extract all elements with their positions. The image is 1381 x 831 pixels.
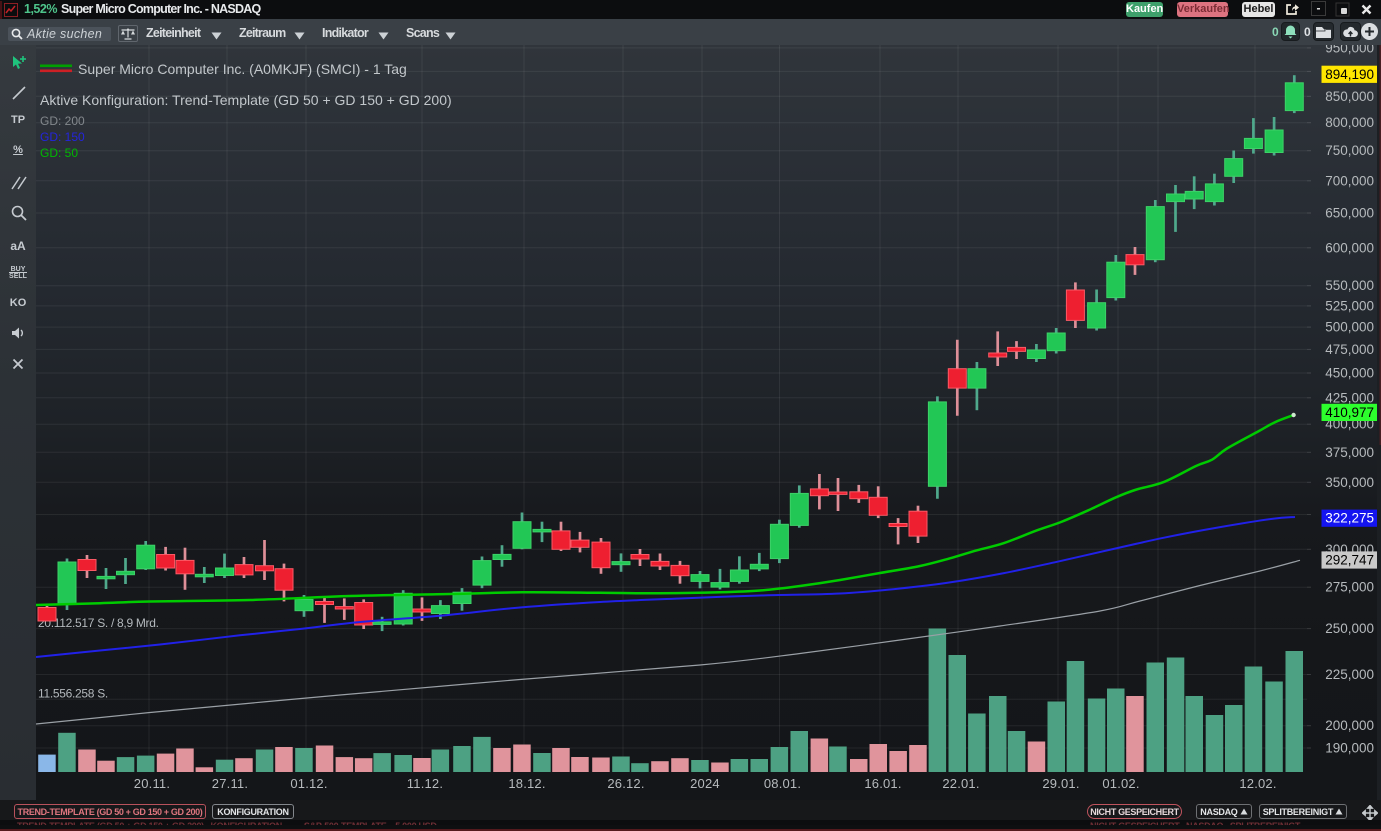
svg-text:190,000: 190,000	[1325, 741, 1374, 756]
svg-text:250,000: 250,000	[1325, 621, 1374, 636]
svg-text:11.12.: 11.12.	[407, 776, 443, 791]
svg-text:29.01.: 29.01.	[1042, 776, 1079, 791]
svg-text:850,000: 850,000	[1325, 89, 1374, 104]
svg-text:20.112.517 S. / 8,9 Mrd.: 20.112.517 S. / 8,9 Mrd.	[38, 616, 159, 630]
svg-text:600,000: 600,000	[1325, 240, 1374, 255]
svg-text:225,000: 225,000	[1325, 667, 1374, 682]
svg-text:01.12.: 01.12.	[290, 776, 327, 791]
svg-text:410,977: 410,977	[1325, 405, 1374, 420]
svg-text:475,000: 475,000	[1325, 342, 1374, 357]
svg-text:200,000: 200,000	[1325, 718, 1374, 733]
svg-text:500,000: 500,000	[1325, 320, 1374, 335]
svg-text:16.01.: 16.01.	[864, 776, 901, 791]
svg-text:375,000: 375,000	[1325, 445, 1374, 460]
svg-text:350,000: 350,000	[1325, 475, 1374, 490]
svg-text:2024: 2024	[690, 776, 720, 791]
svg-text:425,000: 425,000	[1325, 390, 1374, 405]
svg-text:950,000: 950,000	[1325, 45, 1374, 55]
svg-text:550,000: 550,000	[1325, 278, 1374, 293]
svg-text:275,000: 275,000	[1325, 580, 1374, 595]
svg-text:Aktive Konfiguration: Trend-Te: Aktive Konfiguration: Trend-Template (GD…	[40, 92, 452, 108]
svg-text:22.01.: 22.01.	[942, 776, 979, 791]
svg-text:GD: 200: GD: 200	[40, 114, 85, 128]
svg-text:GD: 50: GD: 50	[40, 146, 78, 160]
svg-text:26.12.: 26.12.	[607, 776, 644, 791]
svg-text:08.01.: 08.01.	[764, 776, 801, 791]
svg-text:450,000: 450,000	[1325, 366, 1374, 381]
svg-text:01.02.: 01.02.	[1102, 776, 1139, 791]
svg-text:292,747: 292,747	[1325, 553, 1374, 568]
svg-text:27.11.: 27.11.	[212, 776, 248, 791]
svg-text:Super Micro Computer Inc. (A0M: Super Micro Computer Inc. (A0MKJF) (SMCI…	[78, 61, 407, 77]
svg-text:650,000: 650,000	[1325, 206, 1374, 221]
svg-text:750,000: 750,000	[1325, 143, 1374, 158]
svg-text:12.02.: 12.02.	[1239, 776, 1276, 791]
svg-text:18.12.: 18.12.	[508, 776, 545, 791]
svg-text:322,275: 322,275	[1325, 511, 1374, 526]
svg-text:894,190: 894,190	[1325, 67, 1374, 82]
svg-text:700,000: 700,000	[1325, 173, 1374, 188]
svg-text:20.11.: 20.11.	[134, 776, 170, 791]
svg-text:11.556.258 S.: 11.556.258 S.	[38, 687, 108, 701]
svg-text:800,000: 800,000	[1325, 115, 1374, 130]
svg-text:GD: 150: GD: 150	[40, 130, 85, 144]
svg-text:525,000: 525,000	[1325, 298, 1374, 313]
